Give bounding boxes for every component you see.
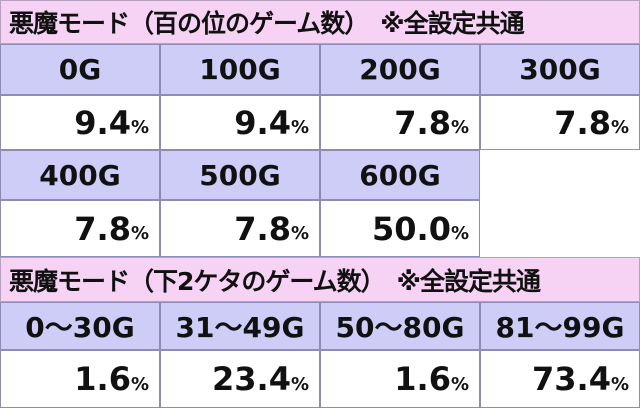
value-number: 7.8: [394, 103, 451, 142]
value-number: 7.8: [554, 103, 611, 142]
value-number: 73.4: [532, 360, 611, 398]
section-title: 悪魔モード（百の位のゲーム数） ※全設定共通: [0, 0, 640, 44]
value-number: 7.8: [74, 209, 131, 248]
value-cell: 50.0%: [320, 200, 480, 257]
value-cell: 1.6%: [0, 350, 160, 408]
header-cell: 31～49G: [160, 302, 320, 350]
header-cell: 50～80G: [320, 302, 480, 350]
value-unit: %: [290, 373, 309, 395]
value-unit: %: [290, 223, 309, 244]
value-cell: 23.4%: [160, 350, 320, 408]
value-unit: %: [610, 117, 629, 138]
value-cell: 7.8%: [160, 200, 320, 257]
value-unit: %: [450, 373, 469, 395]
value-cell: 7.8%: [320, 95, 480, 150]
value-unit: %: [610, 373, 629, 395]
value-cell: 9.4%: [160, 95, 320, 150]
header-cell: 100G: [160, 44, 320, 95]
value-cell: 1.6%: [320, 350, 480, 408]
header-cell: 200G: [320, 44, 480, 95]
section-title: 悪魔モード（下2ケタのゲーム数） ※全設定共通: [0, 257, 640, 302]
header-cell: 300G: [480, 44, 640, 95]
value-number: 7.8: [234, 209, 291, 248]
value-unit: %: [450, 223, 469, 244]
value-number: 50.0: [372, 209, 451, 248]
header-cell: 500G: [160, 150, 320, 200]
value-number: 9.4: [74, 103, 131, 142]
value-cell: 7.8%: [480, 95, 640, 150]
header-cell: 81～99G: [480, 302, 640, 350]
value-cell: 73.4%: [480, 350, 640, 408]
value-number: 9.4: [234, 103, 291, 142]
header-cell: 0～30G: [0, 302, 160, 350]
title-text: 悪魔モード（下2ケタのゲーム数）: [9, 266, 386, 296]
value-cell: 7.8%: [0, 200, 160, 257]
value-unit: %: [130, 223, 149, 244]
value-unit: %: [290, 117, 309, 138]
value-cell: 9.4%: [0, 95, 160, 150]
value-number: 1.6: [74, 360, 131, 398]
title-text: 悪魔モード（百の位のゲーム数）: [9, 9, 369, 38]
value-unit: %: [130, 117, 149, 138]
header-cell: 400G: [0, 150, 160, 200]
value-unit: %: [450, 117, 469, 138]
header-cell: 0G: [0, 44, 160, 95]
header-cell: 600G: [320, 150, 480, 200]
value-number: 23.4: [212, 360, 291, 398]
value-number: 1.6: [394, 360, 451, 398]
value-unit: %: [130, 373, 149, 395]
title-note: ※全設定共通: [396, 266, 541, 296]
title-note: ※全設定共通: [380, 9, 524, 38]
